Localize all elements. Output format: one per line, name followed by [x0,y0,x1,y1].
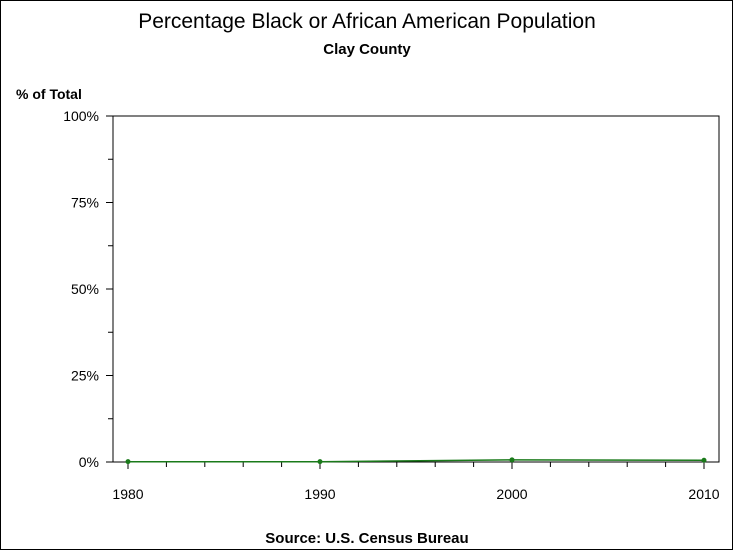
data-point [509,457,515,463]
data-point [125,459,131,465]
y-tick-label: 100% [63,108,99,124]
y-tick-label: 75% [71,195,99,211]
chart-subtitle: Clay County [323,41,411,58]
y-axis: 0% 25% 50% 75% 100% [63,108,113,470]
y-tick-label: 25% [71,368,99,384]
plot-area-border [112,115,720,463]
y-tick-label: 50% [71,281,99,297]
x-tick-label: 1980 [112,486,143,502]
y-axis-label: % of Total [16,86,82,102]
x-axis: 1980 1990 2000 2010 [112,462,720,502]
data-point [317,459,323,465]
source-note: Source: U.S. Census Bureau [265,530,468,547]
data-point [701,457,707,463]
series-line [128,459,705,463]
x-tick-label: 1990 [304,486,335,502]
data-series [125,457,707,465]
x-tick-label: 2000 [496,486,527,502]
x-tick-label: 2010 [688,486,719,502]
chart-title: Percentage Black or African American Pop… [138,10,596,33]
y-tick-label: 0% [79,454,99,470]
